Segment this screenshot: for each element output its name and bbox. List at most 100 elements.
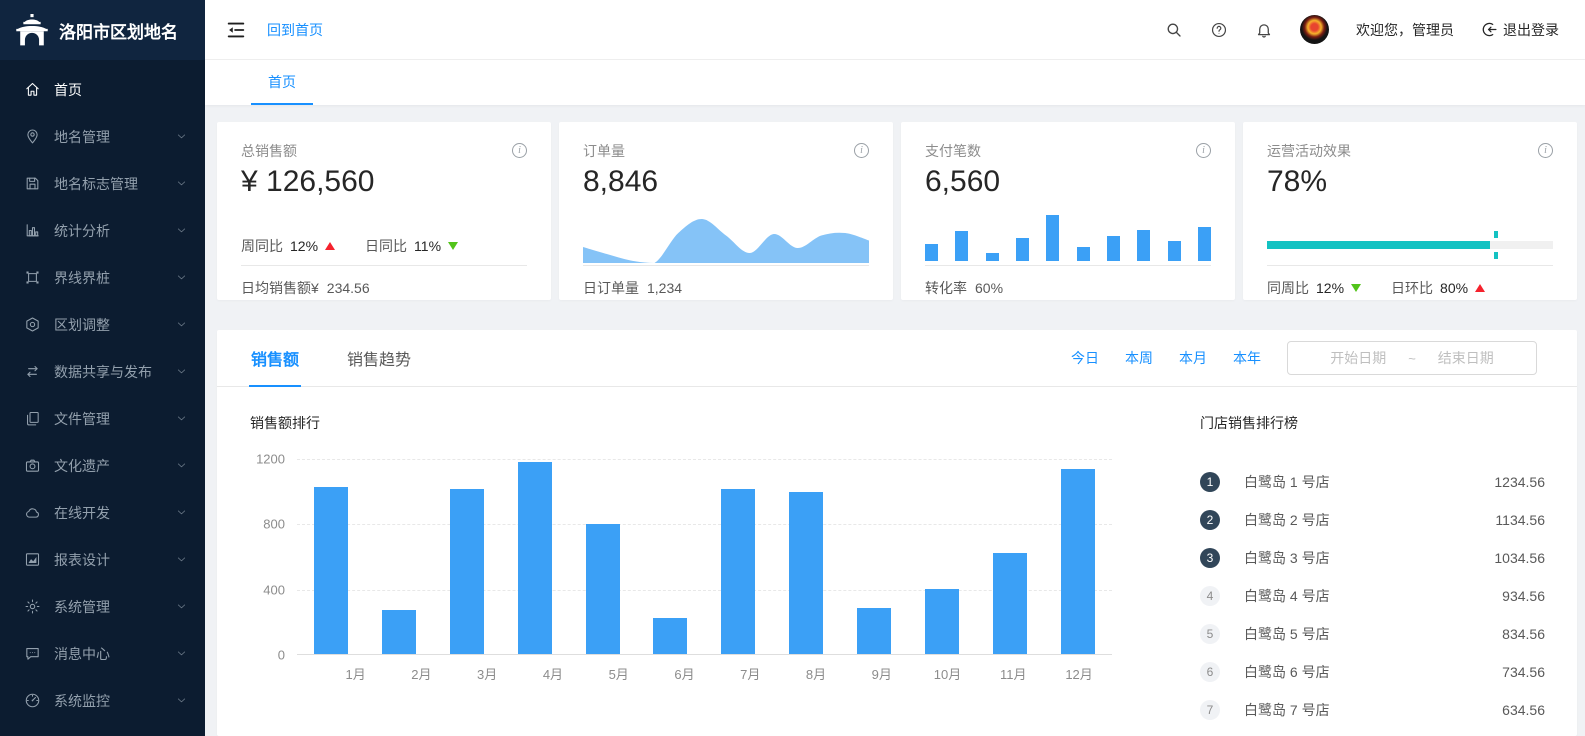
payments-value: 6,560 bbox=[925, 165, 1001, 198]
sidebar-item-label: 消息中心 bbox=[54, 645, 110, 662]
sidebar: 洛阳市区划地名 首页 地名管理 地名标志管理 统计分析 界线界桩 区划调整 数据共享与发布文… bbox=[0, 0, 205, 736]
info-icon[interactable]: i bbox=[512, 143, 527, 158]
chevron-down-icon bbox=[176, 413, 187, 424]
range-link-month[interactable]: 本月 bbox=[1179, 350, 1207, 366]
sidebar-item-label: 报表设计 bbox=[54, 551, 110, 568]
ranking-row-6: 6 白鹭岛 6 号店 734.56 bbox=[1200, 653, 1545, 691]
sidebar-item-label: 文件管理 bbox=[54, 410, 110, 427]
main-column: 回到首页 欢迎您，管理员 bbox=[205, 0, 1585, 736]
sidebar-item-files[interactable]: 文件管理 bbox=[0, 395, 205, 442]
store-sales-value: 634.56 bbox=[1502, 702, 1545, 718]
sidebar-item-adjust[interactable]: 区划调整 bbox=[0, 301, 205, 348]
chevron-down-icon bbox=[176, 319, 187, 330]
info-icon[interactable]: i bbox=[1196, 143, 1211, 158]
sales-panel: 销售额 销售趋势 今日 本周 本月 本年 ~ 销售额排行 bbox=[217, 330, 1577, 736]
tab-home-label: 首页 bbox=[268, 74, 296, 90]
start-date-input[interactable] bbox=[1312, 350, 1405, 366]
x-tick-label: 11月 bbox=[1000, 667, 1027, 682]
trend-down-icon bbox=[1351, 284, 1362, 292]
x-tick-label: 4月 bbox=[542, 667, 564, 682]
chevron-down-icon bbox=[176, 554, 187, 565]
store-sales-value: 734.56 bbox=[1502, 664, 1545, 680]
x-tick-label: 3月 bbox=[477, 667, 498, 682]
x-tick-label: 5月 bbox=[608, 667, 629, 682]
tab-sales-trend[interactable]: 销售趋势 bbox=[347, 352, 412, 369]
tab-sales-amount[interactable]: 销售额 bbox=[249, 330, 302, 387]
cloud-icon bbox=[24, 504, 41, 521]
card-footer: 日订单量 1,234 bbox=[583, 280, 683, 296]
chevron-down-icon bbox=[176, 178, 187, 189]
sidebar-item-label: 地名标志管理 bbox=[54, 175, 138, 192]
sidebar-item-boundary[interactable]: 界线界桩 bbox=[0, 254, 205, 301]
y-tick-label: 400 bbox=[263, 582, 285, 598]
bar-9月 bbox=[857, 607, 892, 654]
bar-2月 bbox=[381, 609, 416, 654]
day-on-day-trend: 日同比 11% bbox=[365, 236, 459, 256]
range-link-week[interactable]: 本周 bbox=[1125, 350, 1153, 366]
bar-11月 bbox=[993, 552, 1028, 654]
chevron-down-icon bbox=[176, 366, 187, 377]
ranking-row-4: 4 白鹭岛 4 号店 934.56 bbox=[1200, 577, 1545, 615]
back-home-link[interactable]: 回到首页 bbox=[267, 21, 323, 38]
info-icon[interactable]: i bbox=[1538, 143, 1553, 158]
sidebar-item-monitor[interactable]: 系统监控 bbox=[0, 677, 205, 724]
end-date-input[interactable] bbox=[1419, 350, 1512, 366]
store-name: 白鹭岛 7 号店 bbox=[1244, 702, 1330, 718]
sidebar-item-label: 首页 bbox=[54, 81, 82, 98]
date-range-picker[interactable]: ~ bbox=[1287, 341, 1537, 375]
info-icon[interactable]: i bbox=[854, 143, 869, 158]
sparkline-bar bbox=[1197, 227, 1211, 261]
sidebar-item-placename[interactable]: 地名管理 bbox=[0, 113, 205, 160]
store-sales-value: 1134.56 bbox=[1495, 512, 1545, 528]
gear-icon bbox=[24, 598, 41, 615]
card-title: 订单量 bbox=[583, 142, 625, 159]
bar-3月 bbox=[449, 489, 484, 654]
card-footer: 转化率 60% bbox=[925, 280, 1004, 296]
gauge-icon bbox=[24, 692, 41, 709]
sidebar-item-message[interactable]: 消息中心 bbox=[0, 630, 205, 677]
date-range-separator: ~ bbox=[1408, 350, 1416, 366]
card-title: 支付笔数 bbox=[925, 142, 981, 159]
ranking-row-1: 1 白鹭岛 1 号店 1234.56 bbox=[1200, 463, 1545, 501]
sidebar-item-heritage[interactable]: 文化遗产 bbox=[0, 442, 205, 489]
sidebar-item-label: 系统管理 bbox=[54, 598, 110, 615]
city-gate-logo-icon bbox=[14, 13, 50, 47]
card-footer: 日均销售额¥ 234.56 bbox=[241, 280, 370, 296]
logout-button[interactable]: 退出登录 bbox=[1481, 20, 1559, 40]
search-icon[interactable] bbox=[1165, 21, 1183, 39]
sidebar-item-report[interactable]: 报表设计 bbox=[0, 536, 205, 583]
help-icon[interactable] bbox=[1210, 21, 1228, 39]
sidebar-menu: 首页地名管理地名标志管理统计分析 界线界桩区划调整数据共享与发布文件管理文化遗产在… bbox=[0, 60, 205, 736]
range-link-year[interactable]: 本年 bbox=[1233, 350, 1261, 366]
home-icon bbox=[24, 81, 41, 98]
sparkline-bar bbox=[1015, 238, 1029, 261]
sidebar-item-home[interactable]: 首页 bbox=[0, 66, 205, 113]
store-name: 白鹭岛 2 号店 bbox=[1244, 512, 1330, 528]
sparkline-bar bbox=[1076, 247, 1090, 261]
x-axis: 1月 2月 3月 4月 5月 6月 7月 8月 9月 10月 11月 12月 bbox=[250, 664, 1112, 683]
x-tick-label: 7月 bbox=[740, 667, 761, 682]
bar-1月 bbox=[313, 487, 348, 654]
sidebar-item-sign[interactable]: 地名标志管理 bbox=[0, 160, 205, 207]
sidebar-item-label: 区划调整 bbox=[54, 316, 110, 333]
sidebar-item-stats[interactable]: 统计分析 bbox=[0, 207, 205, 254]
store-name: 白鹭岛 4 号店 bbox=[1244, 588, 1330, 604]
sidebar-item-share[interactable]: 数据共享与发布 bbox=[0, 348, 205, 395]
store-sales-value: 1234.56 bbox=[1494, 474, 1545, 490]
topbar: 回到首页 欢迎您，管理员 bbox=[205, 0, 1585, 60]
tab-home[interactable]: 首页 bbox=[251, 72, 313, 105]
sales-panel-header: 销售额 销售趋势 今日 本周 本月 本年 ~ bbox=[217, 330, 1577, 387]
ranking-row-5: 5 白鹭岛 5 号店 834.56 bbox=[1200, 615, 1545, 653]
card-footer: 同周比 12% 日环比 80% bbox=[1267, 266, 1553, 298]
week-on-week-trend: 周同比 12% bbox=[241, 236, 336, 256]
bar-chart-plot bbox=[297, 459, 1112, 655]
range-controls: 今日 本周 本月 本年 ~ bbox=[1071, 330, 1537, 386]
sidebar-collapse-button[interactable] bbox=[225, 19, 247, 41]
card-activity: 运营活动效果 i 78% 同周比 12% bbox=[1243, 122, 1577, 300]
sidebar-item-system[interactable]: 系统管理 bbox=[0, 583, 205, 630]
sidebar-item-dev[interactable]: 在线开发 bbox=[0, 489, 205, 536]
user-avatar[interactable] bbox=[1300, 15, 1329, 44]
day-on-day-trend: 日环比 80% bbox=[1391, 278, 1486, 298]
notification-bell-icon[interactable] bbox=[1255, 21, 1273, 39]
range-link-today[interactable]: 今日 bbox=[1071, 350, 1099, 366]
